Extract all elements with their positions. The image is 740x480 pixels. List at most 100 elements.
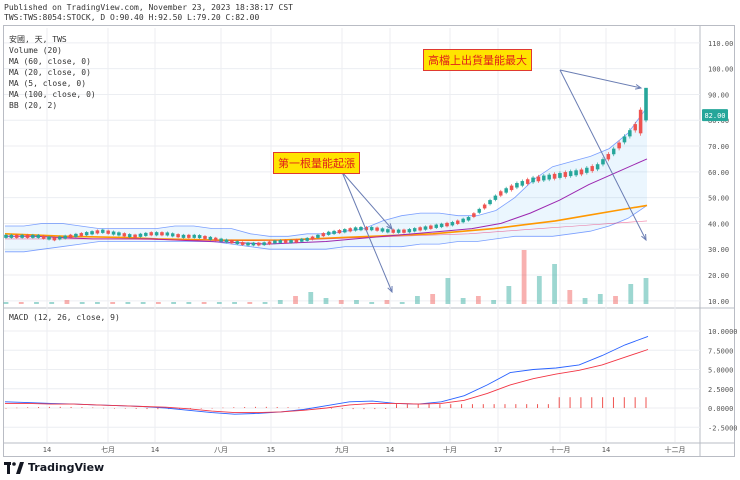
legend-bb[interactable]: BB (20, 2) bbox=[9, 101, 58, 110]
candle-body bbox=[326, 231, 331, 235]
candle-body bbox=[552, 173, 557, 179]
legend-volume[interactable]: Volume (20) bbox=[9, 46, 62, 55]
last-price-badge bbox=[702, 109, 728, 122]
ma100-line bbox=[5, 220, 648, 241]
macd-hist-bar bbox=[81, 407, 83, 408]
macd-hist-bar bbox=[515, 404, 517, 408]
volume-bar bbox=[18, 302, 24, 304]
volume-bar bbox=[3, 302, 9, 304]
candle-body bbox=[230, 240, 234, 244]
legend-macd[interactable]: MACD (12, 26, close, 9) bbox=[9, 313, 120, 322]
macd-hist-bar bbox=[124, 408, 126, 409]
candle-body bbox=[58, 236, 62, 240]
candle-body bbox=[343, 229, 347, 233]
candle-body bbox=[154, 232, 159, 236]
candle-body bbox=[353, 227, 358, 231]
macd-hist-bar bbox=[417, 404, 419, 408]
macd-hist-bar bbox=[450, 404, 452, 408]
candle-body bbox=[289, 240, 293, 243]
volume-bar bbox=[201, 302, 207, 304]
candle-body bbox=[321, 233, 326, 237]
volume-bar bbox=[155, 302, 161, 304]
annotation-arrow bbox=[341, 171, 393, 230]
macd-hist-bar bbox=[265, 406, 267, 408]
macd-hist-bar bbox=[482, 404, 484, 408]
macd-hist-bar bbox=[200, 408, 202, 409]
macd-hist-bar bbox=[330, 408, 332, 409]
macd-hist-bar bbox=[113, 408, 115, 409]
macd-hist-bar bbox=[461, 404, 463, 408]
candle-body bbox=[84, 232, 89, 236]
annotation-mid: 第一根量能起漲 bbox=[273, 152, 360, 174]
candle-body bbox=[439, 223, 444, 228]
price-tick-label: 20.00 bbox=[708, 272, 729, 280]
macd-hist-bar bbox=[70, 406, 72, 408]
macd-tick-label: 0.0000 bbox=[708, 405, 733, 413]
macd-hist-bar bbox=[233, 407, 235, 408]
price-tick-label: 80.00 bbox=[708, 117, 729, 125]
macd-tick-label: 5.0000 bbox=[708, 367, 733, 375]
volume-bar bbox=[95, 302, 100, 304]
volume-bar bbox=[110, 302, 116, 304]
candle-body bbox=[224, 239, 229, 243]
macd-hist-bar bbox=[526, 404, 528, 408]
candle-body bbox=[278, 240, 283, 243]
legend-ma100[interactable]: MA (100, close, 0) bbox=[9, 90, 96, 99]
macd-hist-bar bbox=[135, 408, 137, 409]
annotation-arrowhead bbox=[387, 285, 393, 294]
legend-ma60[interactable]: MA (60, close, 0) bbox=[9, 57, 91, 66]
candle-body bbox=[74, 233, 78, 237]
volume-bar bbox=[308, 292, 314, 304]
candle-body bbox=[574, 170, 578, 176]
candle-body bbox=[407, 229, 412, 233]
legend-ma5[interactable]: MA (5, close, 0) bbox=[9, 79, 87, 88]
candle-body bbox=[133, 234, 137, 238]
volume-bar bbox=[232, 302, 237, 304]
candle-body bbox=[106, 230, 110, 234]
macd-hist-bar bbox=[471, 404, 473, 408]
volume-bar bbox=[628, 284, 634, 304]
macd-hist-bar bbox=[157, 408, 159, 410]
candle-body bbox=[606, 153, 611, 160]
volume-bar bbox=[552, 264, 557, 304]
tradingview-logo[interactable]: TradingView bbox=[4, 461, 104, 474]
candle-body bbox=[488, 200, 492, 205]
candle-body bbox=[477, 208, 482, 213]
macd-hist-bar bbox=[623, 397, 625, 408]
ma60-line bbox=[4, 204, 648, 241]
legend-symbol[interactable]: 安國, 天, TWS bbox=[9, 35, 67, 44]
candle-body bbox=[52, 237, 57, 241]
tradingview-wordmark: TradingView bbox=[28, 461, 105, 474]
candle-body bbox=[262, 242, 266, 246]
volume-bar bbox=[293, 296, 298, 304]
candle-body bbox=[294, 239, 299, 243]
candle-body bbox=[192, 234, 196, 238]
candle-body bbox=[450, 222, 455, 226]
candle-body bbox=[25, 234, 30, 238]
macd-hist-bar bbox=[92, 407, 94, 409]
candle-body bbox=[504, 188, 508, 193]
candle-body bbox=[316, 234, 320, 238]
candle-body bbox=[240, 242, 245, 245]
volume-bar bbox=[216, 302, 222, 304]
candle-body bbox=[466, 216, 471, 221]
x-tick-label: 14 bbox=[43, 446, 51, 454]
volume-bar bbox=[49, 302, 55, 304]
candle-body bbox=[246, 242, 250, 246]
candle-body bbox=[412, 228, 417, 232]
macd-histogram-group bbox=[5, 397, 647, 410]
candle-body bbox=[15, 234, 19, 238]
macd-hist-bar bbox=[385, 408, 387, 409]
legend-ma20[interactable]: MA (20, close, 0) bbox=[9, 68, 91, 77]
candle-body bbox=[176, 234, 180, 238]
x-tick-label: 七月 bbox=[101, 445, 115, 454]
price-tick-label: 90.00 bbox=[708, 91, 729, 99]
candle-body bbox=[41, 235, 46, 239]
candle-body bbox=[579, 169, 584, 175]
annotation-arrowhead bbox=[386, 223, 393, 230]
candle-body bbox=[611, 148, 616, 155]
volume-bar bbox=[247, 302, 253, 304]
candle-body bbox=[181, 234, 186, 238]
macd-hist-bar bbox=[103, 407, 105, 409]
